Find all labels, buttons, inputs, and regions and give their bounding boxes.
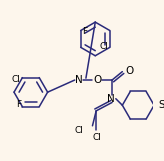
Text: N: N	[107, 94, 115, 104]
Text: Cl: Cl	[12, 75, 20, 84]
Text: Cl: Cl	[74, 126, 83, 135]
Text: F: F	[16, 100, 21, 109]
Text: Cl: Cl	[93, 133, 102, 142]
Text: F: F	[82, 27, 88, 36]
Text: N: N	[75, 75, 82, 85]
Text: S: S	[159, 100, 164, 110]
Text: Cl: Cl	[99, 42, 108, 51]
Text: O: O	[125, 66, 133, 76]
Text: O: O	[93, 75, 101, 85]
